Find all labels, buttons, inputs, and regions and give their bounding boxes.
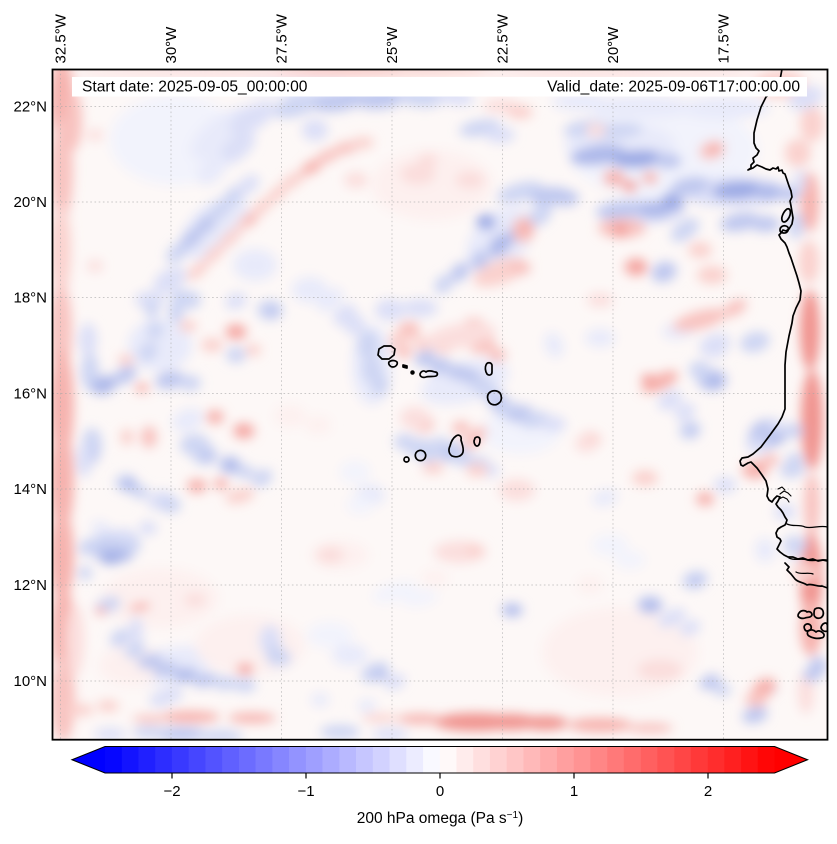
svg-text:32.5°W: 32.5°W — [53, 13, 70, 63]
svg-text:25°W: 25°W — [384, 26, 401, 64]
svg-text:−1: −1 — [297, 783, 314, 800]
svg-text:20°W: 20°W — [605, 26, 622, 64]
svg-text:12°N: 12°N — [13, 577, 47, 594]
svg-text:30°W: 30°W — [163, 26, 180, 64]
svg-text:22°N: 22°N — [13, 99, 47, 116]
svg-text:18°N: 18°N — [13, 290, 47, 307]
svg-text:200 hPa omega (Pa s−1): 200 hPa omega (Pa s−1) — [357, 810, 524, 827]
svg-text:−2: −2 — [163, 783, 180, 800]
svg-text:17.5°W: 17.5°W — [716, 13, 733, 63]
svg-text:1: 1 — [570, 783, 578, 800]
svg-text:0: 0 — [436, 783, 444, 800]
svg-text:14°N: 14°N — [13, 481, 47, 498]
svg-text:10°N: 10°N — [13, 673, 47, 690]
svg-text:Start date: 2025-09-05_00:00:0: Start date: 2025-09-05_00:00:00 — [82, 79, 308, 96]
svg-text:22.5°W: 22.5°W — [495, 13, 512, 63]
svg-text:16°N: 16°N — [13, 386, 47, 403]
svg-text:Valid_date: 2025-09-06T17:00:0: Valid_date: 2025-09-06T17:00:00.00 — [547, 79, 800, 96]
svg-text:2: 2 — [704, 783, 712, 800]
svg-text:27.5°W: 27.5°W — [274, 13, 291, 63]
svg-text:20°N: 20°N — [13, 194, 47, 211]
